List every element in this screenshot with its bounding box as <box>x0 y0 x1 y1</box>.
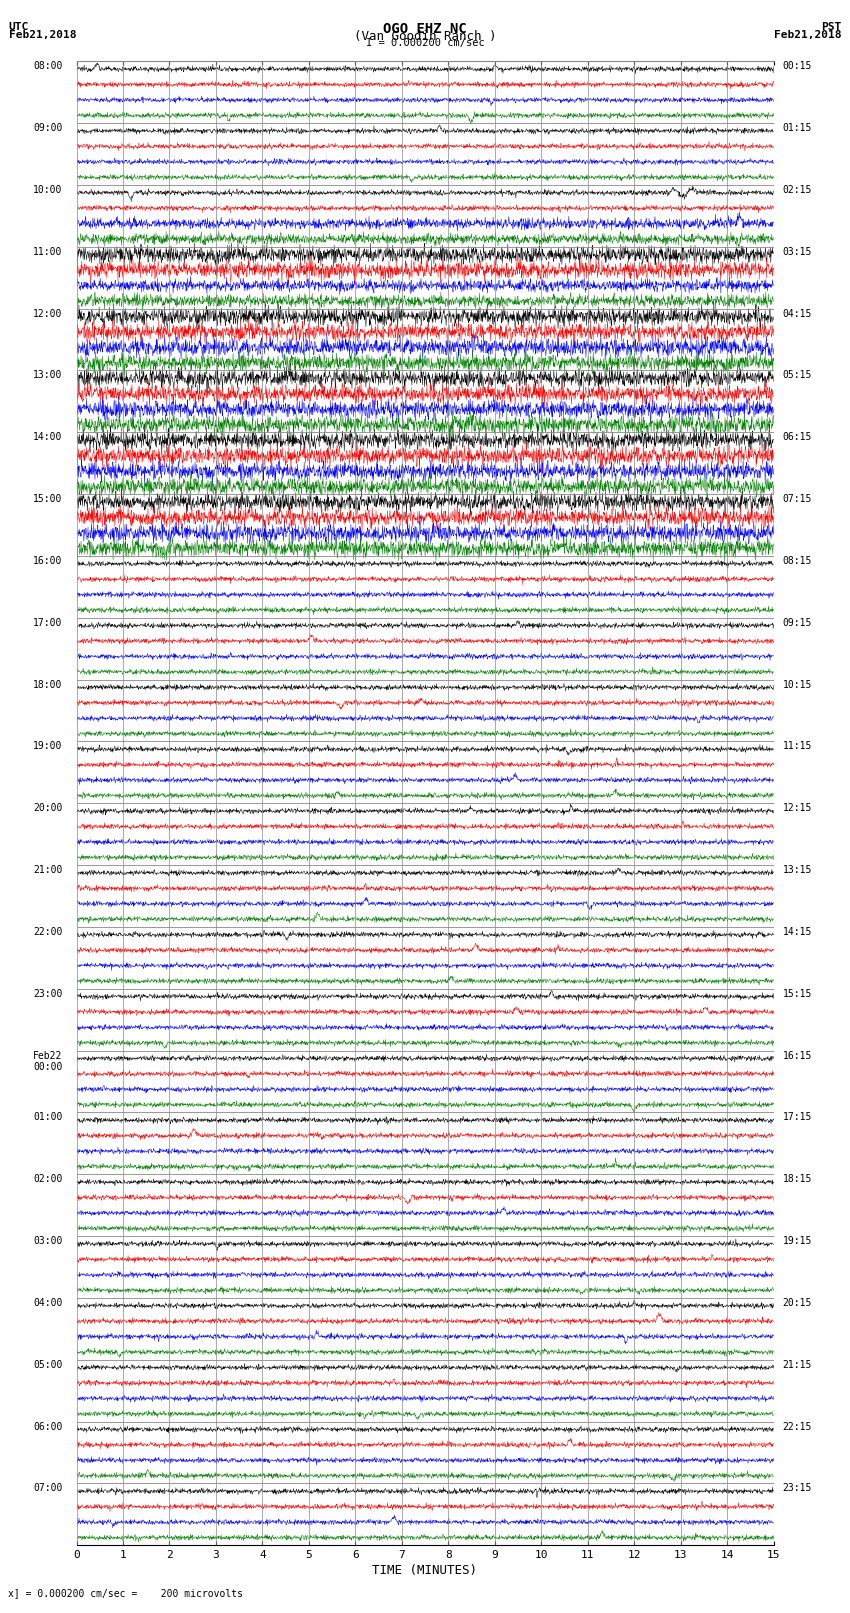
Text: 19:00: 19:00 <box>33 742 63 752</box>
Text: 14:15: 14:15 <box>783 927 812 937</box>
Text: 03:00: 03:00 <box>33 1236 63 1247</box>
Text: 12:00: 12:00 <box>33 308 63 319</box>
Text: 19:15: 19:15 <box>783 1236 812 1247</box>
Text: 04:15: 04:15 <box>783 308 812 319</box>
Text: 17:00: 17:00 <box>33 618 63 627</box>
Text: (Van Goodin Ranch ): (Van Goodin Ranch ) <box>354 31 496 44</box>
Text: 13:00: 13:00 <box>33 371 63 381</box>
Text: 21:00: 21:00 <box>33 865 63 876</box>
Text: 03:15: 03:15 <box>783 247 812 256</box>
Text: 23:15: 23:15 <box>783 1484 812 1494</box>
Text: 22:15: 22:15 <box>783 1421 812 1432</box>
Text: 11:15: 11:15 <box>783 742 812 752</box>
Text: I = 0.000200 cm/sec: I = 0.000200 cm/sec <box>366 37 484 48</box>
Text: 07:00: 07:00 <box>33 1484 63 1494</box>
Text: 12:15: 12:15 <box>783 803 812 813</box>
Text: 00:15: 00:15 <box>783 61 812 71</box>
Text: 17:15: 17:15 <box>783 1113 812 1123</box>
Text: Feb21,2018: Feb21,2018 <box>8 31 76 40</box>
Text: 16:00: 16:00 <box>33 556 63 566</box>
Text: 02:15: 02:15 <box>783 185 812 195</box>
Text: UTC: UTC <box>8 23 29 32</box>
Text: 10:00: 10:00 <box>33 185 63 195</box>
Text: 18:15: 18:15 <box>783 1174 812 1184</box>
Text: Feb22
00:00: Feb22 00:00 <box>33 1050 63 1073</box>
Text: 20:15: 20:15 <box>783 1298 812 1308</box>
Text: 18:00: 18:00 <box>33 679 63 690</box>
Text: 22:00: 22:00 <box>33 927 63 937</box>
Text: 11:00: 11:00 <box>33 247 63 256</box>
Text: 05:15: 05:15 <box>783 371 812 381</box>
Text: 06:15: 06:15 <box>783 432 812 442</box>
Text: 09:15: 09:15 <box>783 618 812 627</box>
Text: 07:15: 07:15 <box>783 494 812 505</box>
Text: 08:15: 08:15 <box>783 556 812 566</box>
Text: 10:15: 10:15 <box>783 679 812 690</box>
Text: PST: PST <box>821 23 842 32</box>
Text: 01:15: 01:15 <box>783 123 812 134</box>
Text: OGO EHZ NC: OGO EHZ NC <box>383 23 467 35</box>
Text: 05:00: 05:00 <box>33 1360 63 1369</box>
Text: 23:00: 23:00 <box>33 989 63 998</box>
Text: 02:00: 02:00 <box>33 1174 63 1184</box>
Text: 06:00: 06:00 <box>33 1421 63 1432</box>
Text: 15:00: 15:00 <box>33 494 63 505</box>
Text: 09:00: 09:00 <box>33 123 63 134</box>
Text: 21:15: 21:15 <box>783 1360 812 1369</box>
Text: 16:15: 16:15 <box>783 1050 812 1061</box>
Text: Feb21,2018: Feb21,2018 <box>774 31 842 40</box>
Text: 01:00: 01:00 <box>33 1113 63 1123</box>
Text: x] = 0.000200 cm/sec =    200 microvolts: x] = 0.000200 cm/sec = 200 microvolts <box>8 1589 243 1598</box>
Text: 04:00: 04:00 <box>33 1298 63 1308</box>
Text: 13:15: 13:15 <box>783 865 812 876</box>
Text: 20:00: 20:00 <box>33 803 63 813</box>
Text: 08:00: 08:00 <box>33 61 63 71</box>
X-axis label: TIME (MINUTES): TIME (MINUTES) <box>372 1565 478 1578</box>
Text: 14:00: 14:00 <box>33 432 63 442</box>
Text: 15:15: 15:15 <box>783 989 812 998</box>
